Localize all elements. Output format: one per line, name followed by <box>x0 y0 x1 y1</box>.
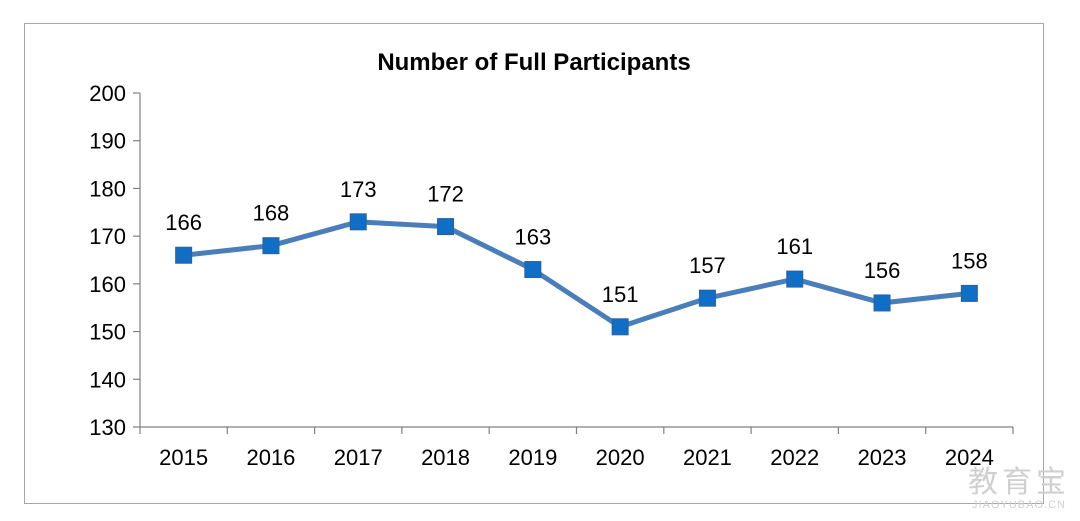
x-tick-label: 2018 <box>421 445 470 470</box>
data-point-marker <box>960 284 978 302</box>
data-label: 166 <box>165 210 202 235</box>
y-tick-label: 130 <box>89 415 126 440</box>
x-tick-label: 2022 <box>770 445 819 470</box>
series <box>175 213 978 336</box>
y-axis-ticks: 130 140 150 160 170 180 190 200 <box>89 81 140 440</box>
data-point-marker <box>437 218 455 236</box>
data-point-marker <box>873 294 891 312</box>
x-axis-ticks: 2015 2016 2017 2018 2019 2020 2021 2022 2023 2024 <box>139 427 1014 470</box>
data-label: 163 <box>514 225 551 250</box>
chart-title: Number of Full Participants <box>377 49 690 76</box>
x-tick-label: 2020 <box>596 445 645 470</box>
x-tick-label: 2016 <box>246 445 295 470</box>
data-label: 156 <box>864 258 901 283</box>
data-point-marker <box>349 213 367 231</box>
watermark-sub: JIAOYUBAO.CN <box>972 499 1066 511</box>
y-tick-label: 200 <box>89 81 126 106</box>
data-point-marker <box>262 237 280 255</box>
data-point-marker <box>175 246 193 264</box>
watermark-logo: 教育宝 JIAOYUBAO.CN <box>968 466 1070 512</box>
y-tick-label: 160 <box>89 272 126 297</box>
data-label: 168 <box>253 201 290 226</box>
data-label: 151 <box>602 282 639 307</box>
y-tick-label: 150 <box>89 320 126 345</box>
data-point-marker <box>611 318 629 336</box>
data-label: 157 <box>689 253 726 278</box>
chart-frame <box>24 23 1044 504</box>
y-tick-label: 180 <box>89 176 126 201</box>
y-tick-label: 140 <box>89 367 126 392</box>
series-line <box>183 219 970 330</box>
x-tick-label: 2021 <box>683 445 732 470</box>
watermark-main: 教育宝 <box>968 466 1070 499</box>
y-tick-label: 190 <box>89 129 126 154</box>
x-tick-label: 2023 <box>858 445 907 470</box>
y-tick-label: 170 <box>89 224 126 249</box>
data-labels: 166 168 173 172 163 151 157 161 156 158 <box>165 177 987 307</box>
data-point-marker <box>524 261 542 279</box>
x-tick-label: 2017 <box>334 445 383 470</box>
x-tick-label: 2024 <box>945 445 994 470</box>
data-label: 161 <box>776 234 813 259</box>
data-point-marker <box>786 270 804 288</box>
data-label: 158 <box>951 248 988 273</box>
data-label: 172 <box>427 182 464 207</box>
data-label: 173 <box>340 177 377 202</box>
data-point-marker <box>698 289 716 307</box>
x-tick-label: 2019 <box>508 445 557 470</box>
x-tick-label: 2015 <box>159 445 208 470</box>
